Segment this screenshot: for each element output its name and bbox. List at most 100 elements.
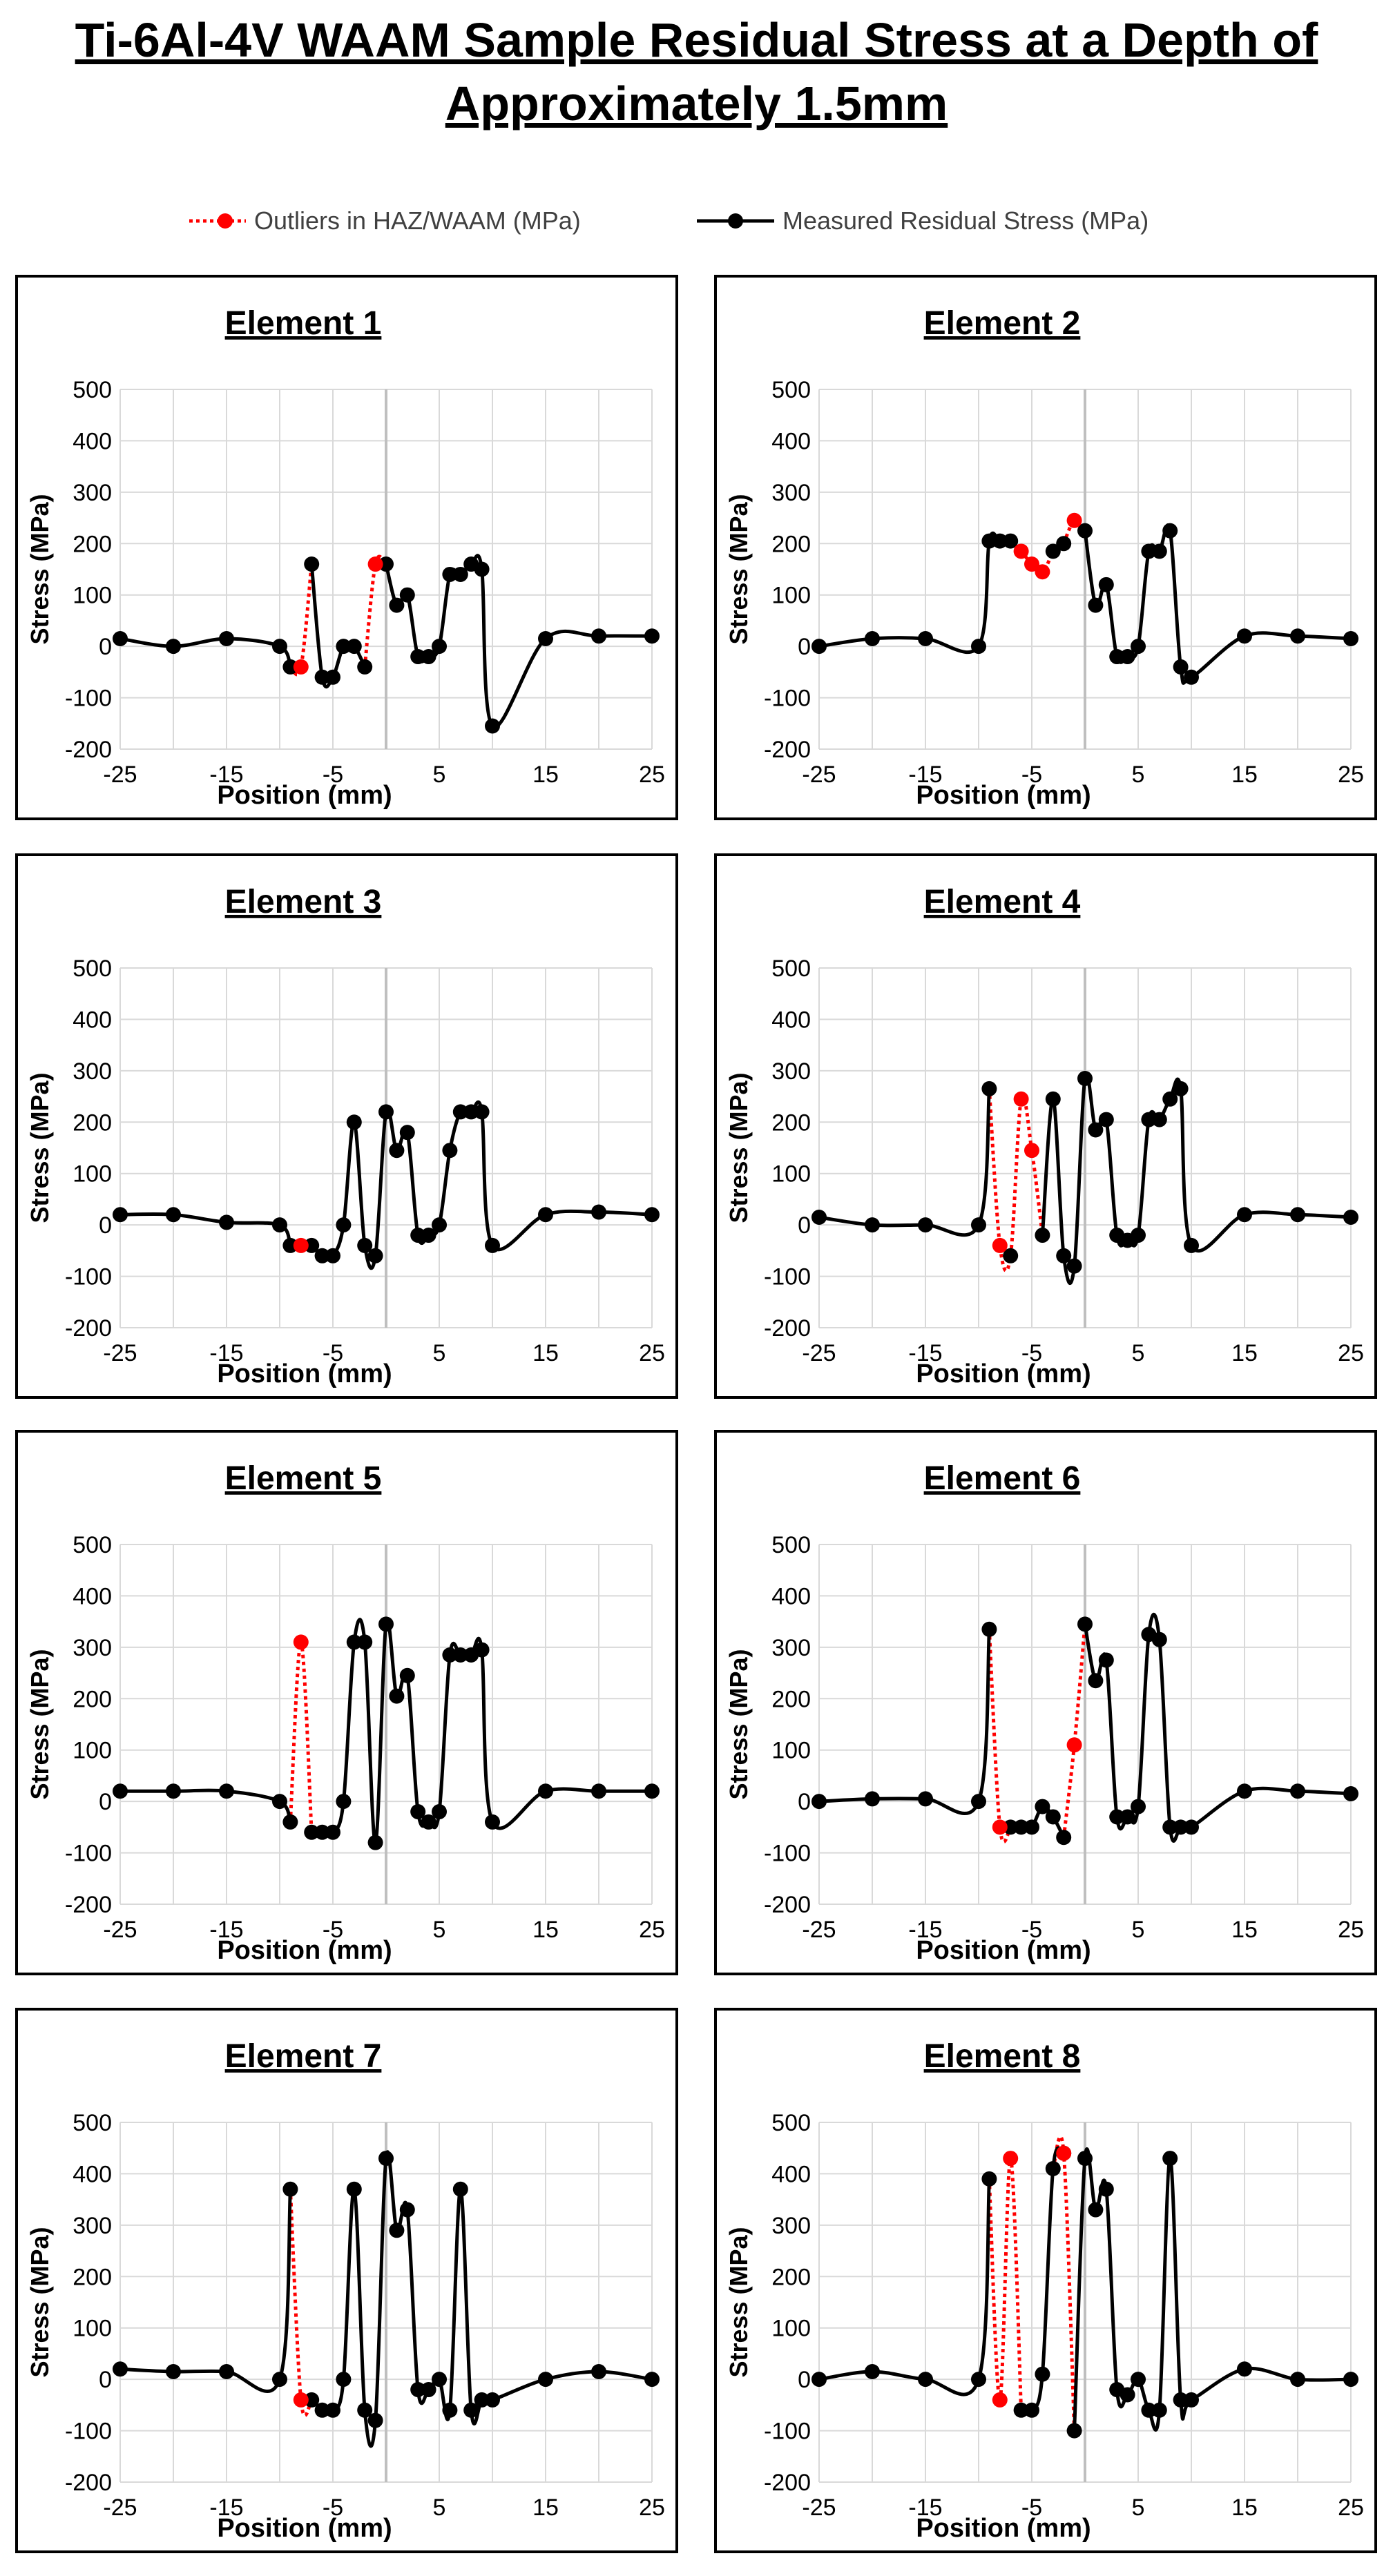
outlier-link-line xyxy=(288,2189,314,2417)
measured-point xyxy=(389,1143,405,1159)
y-tick-label: 500 xyxy=(73,956,112,982)
x-tick-label: -15 xyxy=(209,1340,243,1366)
measured-point xyxy=(1162,2151,1178,2167)
outlier-link-line xyxy=(363,554,388,668)
legend-measured-swatch xyxy=(697,213,774,229)
outlier-point xyxy=(1056,2145,1072,2161)
y-tick-label: 400 xyxy=(73,428,112,454)
measured-point xyxy=(442,566,458,582)
y-axis-label: Stress (MPa) xyxy=(724,1072,753,1223)
y-tick-label: -100 xyxy=(764,1841,811,1867)
measured-point xyxy=(272,1794,287,1810)
measured-point xyxy=(811,639,827,655)
x-axis-label: Position (mm) xyxy=(217,781,392,810)
measured-point xyxy=(389,1688,405,1704)
y-tick-label: -200 xyxy=(764,737,811,763)
outlier-point xyxy=(1035,564,1050,580)
x-tick-label: -25 xyxy=(103,2495,137,2521)
chart-title: Element 6 xyxy=(924,1460,1081,1497)
measured-point xyxy=(452,566,468,582)
x-tick-label: 5 xyxy=(433,1917,446,1943)
legend-outliers-swatch xyxy=(189,213,246,229)
measured-point xyxy=(410,1804,426,1820)
measured-point xyxy=(346,1114,362,1130)
measured-point xyxy=(865,1791,880,1807)
measured-point xyxy=(1045,1091,1061,1107)
measured-point xyxy=(918,630,933,646)
y-tick-label: 100 xyxy=(73,1738,112,1764)
measured-point xyxy=(485,1237,500,1253)
measured-point xyxy=(1343,2372,1358,2388)
measured-point xyxy=(1003,533,1019,549)
measured-point xyxy=(399,2202,415,2218)
y-axis-label: Stress (MPa) xyxy=(26,1649,54,1799)
measured-point xyxy=(1237,628,1252,644)
measured-point xyxy=(1173,659,1189,675)
measured-point xyxy=(346,1634,362,1650)
y-tick-label: 100 xyxy=(771,1161,811,1188)
x-axis-label: Position (mm) xyxy=(916,1936,1091,1965)
x-tick-label: -15 xyxy=(209,1917,243,1943)
measured-point xyxy=(272,2372,287,2388)
measured-point xyxy=(1120,2387,1135,2403)
y-tick-label: 100 xyxy=(73,2316,112,2342)
measured-point xyxy=(336,1794,352,1810)
x-tick-label: 15 xyxy=(1231,762,1258,788)
y-tick-label: 200 xyxy=(771,2264,811,2290)
y-tick-label: 300 xyxy=(73,480,112,506)
measured-point xyxy=(1024,1819,1039,1835)
measured-point xyxy=(113,1207,128,1223)
measured-point xyxy=(971,639,986,655)
measured-point xyxy=(389,2222,405,2238)
measured-point xyxy=(1003,1248,1019,1263)
figure-title-line-1: Ti-6Al-4V WAAM Sample Residual Stress at… xyxy=(75,13,1318,67)
measured-point xyxy=(1098,2181,1114,2197)
x-tick-label: 25 xyxy=(1338,762,1364,788)
x-tick-label: -5 xyxy=(323,762,343,788)
measured-point xyxy=(1045,1809,1061,1825)
measured-point xyxy=(1343,1209,1358,1225)
x-axis-label: Position (mm) xyxy=(217,1359,392,1388)
measured-point xyxy=(1151,2402,1167,2418)
measured-point xyxy=(336,639,352,655)
chart-element-1: Element 1 -200 -100 0 100 200 300 400 500 -25 -15 -… xyxy=(26,305,665,810)
chart-title: Element 1 xyxy=(225,305,382,342)
measured-series-line xyxy=(309,563,367,689)
y-tick-label: 100 xyxy=(771,2316,811,2342)
x-axis-label: Position (mm) xyxy=(217,1936,392,1965)
measured-point xyxy=(357,659,373,675)
measured-point xyxy=(971,1217,986,1233)
measured-point xyxy=(918,1791,933,1807)
measured-point xyxy=(485,1814,500,1830)
measured-point xyxy=(538,1207,553,1223)
measured-point xyxy=(1343,630,1358,646)
y-axis-label: Stress (MPa) xyxy=(26,1072,54,1223)
y-tick-label: 100 xyxy=(73,1161,112,1188)
y-tick-label: -200 xyxy=(764,1892,811,1918)
measured-point xyxy=(474,561,490,577)
measured-point xyxy=(314,669,330,685)
chart-title: Element 4 xyxy=(924,884,1081,920)
y-tick-label: 500 xyxy=(771,377,811,403)
outlier-link-line xyxy=(987,2156,1024,2410)
x-tick-label: -25 xyxy=(103,762,137,788)
measured-point xyxy=(811,1209,827,1225)
y-tick-label: 0 xyxy=(798,2367,811,2393)
measured-point xyxy=(1045,2160,1061,2176)
measured-point xyxy=(1162,1819,1178,1835)
outlier-point xyxy=(1066,512,1082,528)
measured-point xyxy=(1290,1783,1305,1799)
y-tick-label: 500 xyxy=(73,1532,112,1558)
measured-point xyxy=(421,1814,436,1830)
legend-item-measured: Measured Residual Stress (MPa) xyxy=(694,197,1149,245)
outlier-link-line xyxy=(987,1088,1044,1272)
y-tick-label: 300 xyxy=(73,2213,112,2239)
y-tick-label: 200 xyxy=(73,2264,112,2290)
measured-point xyxy=(442,1143,458,1159)
outlier-point xyxy=(992,2392,1008,2408)
measured-point xyxy=(1035,1228,1050,1243)
legend-measured-label: Measured Residual Stress (MPa) xyxy=(782,206,1149,235)
outlier-point xyxy=(992,1237,1008,1253)
chart-panel-element-3: Element 3 -200 -100 0 100 200 300 400 500 -25 -15 -… xyxy=(15,853,678,1399)
y-tick-label: 400 xyxy=(771,1007,811,1033)
